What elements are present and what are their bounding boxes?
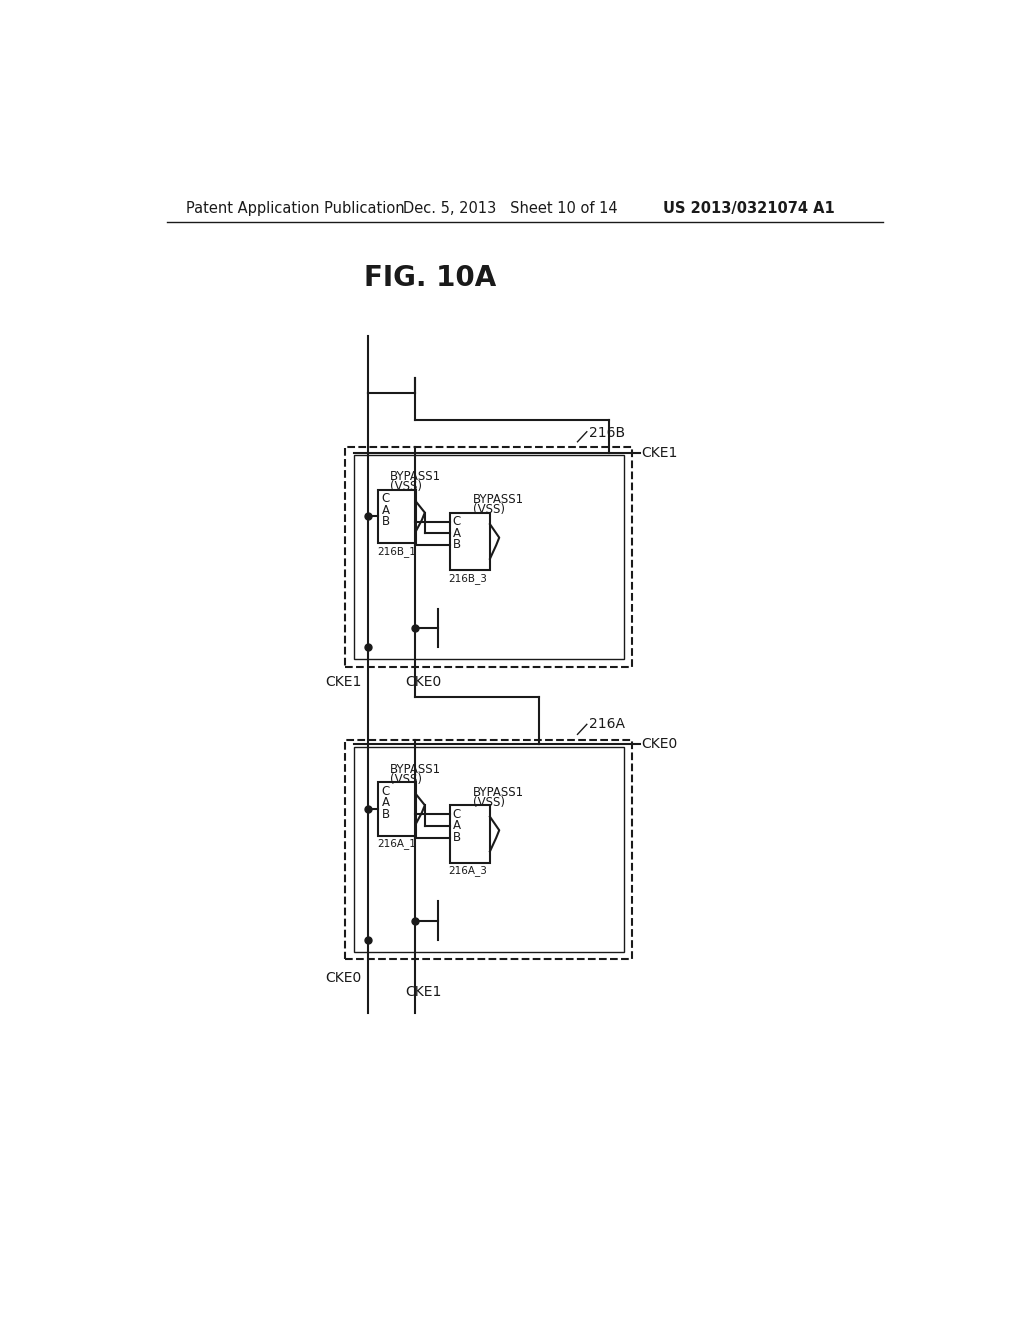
- Text: 216A_1: 216A_1: [377, 838, 416, 849]
- Text: B: B: [381, 515, 389, 528]
- Text: B: B: [453, 832, 461, 843]
- Text: BYPASS1: BYPASS1: [473, 785, 524, 799]
- Text: BYPASS1: BYPASS1: [390, 763, 441, 776]
- Text: (VSS): (VSS): [473, 503, 505, 516]
- Text: CKE1: CKE1: [406, 985, 441, 998]
- Text: Patent Application Publication: Patent Application Publication: [186, 201, 404, 216]
- Bar: [354, 747, 624, 952]
- Bar: [378, 781, 416, 836]
- Text: C: C: [381, 492, 390, 506]
- Bar: [345, 447, 632, 667]
- Text: Dec. 5, 2013   Sheet 10 of 14: Dec. 5, 2013 Sheet 10 of 14: [403, 201, 617, 216]
- Text: BYPASS1: BYPASS1: [390, 470, 441, 483]
- Text: 216B: 216B: [589, 426, 626, 441]
- Text: A: A: [453, 527, 461, 540]
- Text: CKE0: CKE0: [326, 972, 361, 986]
- Text: FIG. 10A: FIG. 10A: [365, 264, 497, 292]
- Bar: [450, 805, 489, 863]
- Bar: [354, 455, 624, 659]
- Text: C: C: [453, 515, 461, 528]
- Text: A: A: [453, 820, 461, 833]
- Text: (VSS): (VSS): [390, 774, 422, 785]
- Text: (VSS): (VSS): [473, 796, 505, 809]
- Bar: [345, 739, 632, 960]
- Text: CKE0: CKE0: [406, 675, 441, 689]
- Text: A: A: [381, 796, 389, 809]
- Text: BYPASS1: BYPASS1: [473, 494, 524, 507]
- Bar: [378, 490, 416, 544]
- Text: B: B: [453, 539, 461, 552]
- Bar: [450, 512, 489, 570]
- Text: C: C: [453, 808, 461, 821]
- Text: B: B: [381, 808, 389, 821]
- Text: CKE1: CKE1: [641, 446, 678, 459]
- Text: 216A_3: 216A_3: [449, 866, 487, 876]
- Text: (VSS): (VSS): [390, 480, 422, 494]
- Text: 216A: 216A: [589, 717, 625, 731]
- Text: US 2013/0321074 A1: US 2013/0321074 A1: [663, 201, 835, 216]
- Text: 216B_1: 216B_1: [377, 545, 416, 557]
- Text: CKE1: CKE1: [326, 675, 362, 689]
- Text: C: C: [381, 785, 390, 797]
- Text: 216B_3: 216B_3: [449, 573, 487, 583]
- Text: CKE0: CKE0: [641, 737, 677, 751]
- Text: A: A: [381, 504, 389, 517]
